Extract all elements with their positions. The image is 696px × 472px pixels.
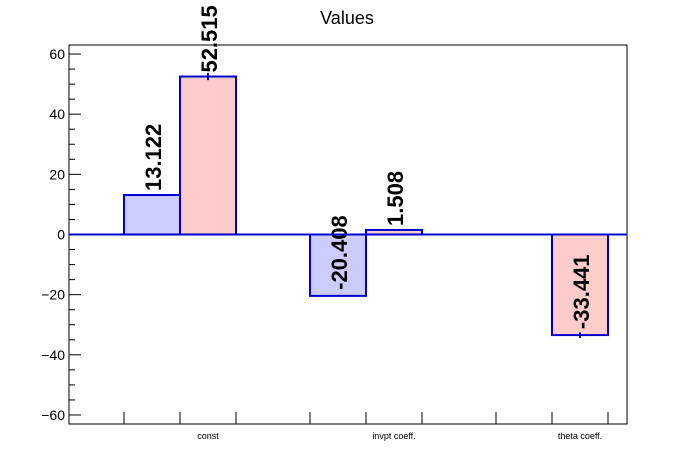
bar-value-label: 13.122 bbox=[141, 124, 166, 191]
bar-value-label: 52.515 bbox=[197, 5, 222, 72]
y-tick-label: 40 bbox=[49, 106, 65, 122]
x-category-label: theta coeff. bbox=[558, 431, 602, 441]
bar-value-label: 1.508 bbox=[383, 171, 408, 226]
chart-title: Values bbox=[320, 8, 374, 28]
bar bbox=[123, 194, 181, 236]
y-tick-label: 0 bbox=[57, 227, 65, 243]
x-category-label: const bbox=[197, 431, 219, 441]
bar bbox=[309, 233, 367, 297]
y-tick-label: 20 bbox=[49, 166, 65, 182]
plot-area: −60 −40 −20 0 20 40 60 const invpt coeff. theta c… bbox=[41, 5, 628, 441]
y-tick-label: −60 bbox=[41, 407, 65, 423]
bar bbox=[551, 233, 609, 337]
y-tick-label: 60 bbox=[49, 46, 65, 62]
bar-value-label: -20.408 bbox=[327, 215, 352, 290]
x-category-label: invpt coeff. bbox=[372, 431, 415, 441]
bar-value-label: -33.441 bbox=[569, 254, 594, 329]
y-tick-label: −40 bbox=[41, 347, 65, 363]
y-tick-label: −20 bbox=[41, 287, 65, 303]
bar bbox=[179, 75, 237, 236]
